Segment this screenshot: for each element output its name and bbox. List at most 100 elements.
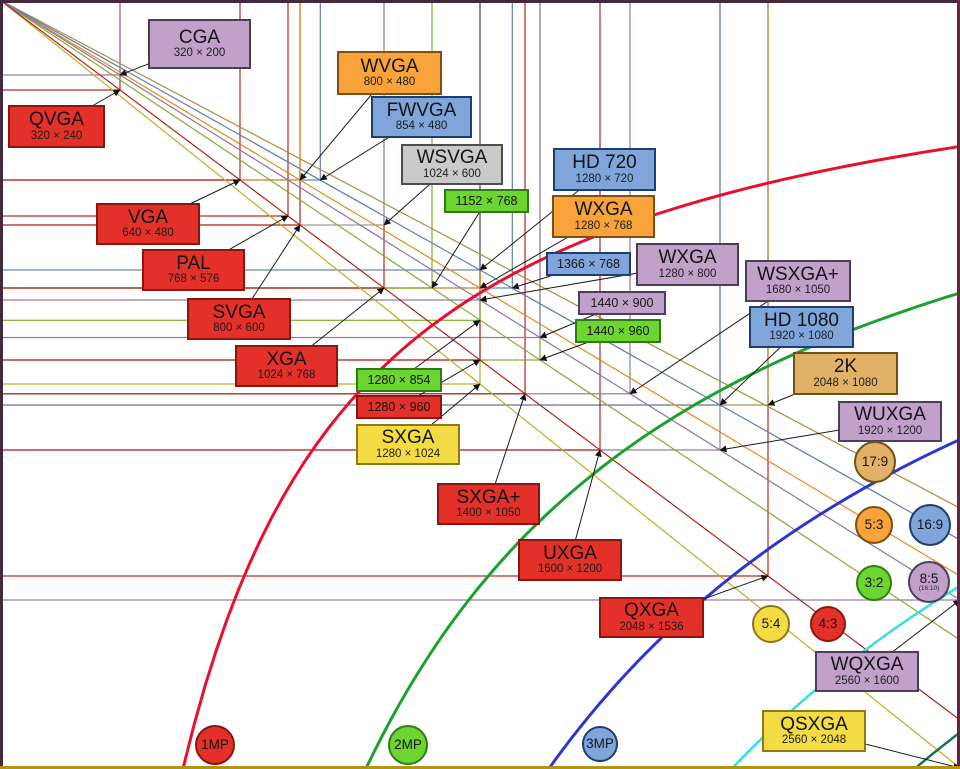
aspect-ratio-badge-8-5: 8:5 (16:10) [908, 561, 950, 603]
standard-resolution: 1280 × 800 [658, 267, 717, 280]
standard-resolution: 1920 × 1200 [857, 424, 923, 437]
aspect-ratio-badge-label: 17:9 [861, 454, 889, 470]
standard-resolution: 1024 × 768 [257, 369, 316, 382]
standard-name: UXGA [543, 542, 597, 564]
standard-label-wxga800: WXGA 1280 × 800 [636, 243, 739, 286]
standard-name: 1152 × 768 [455, 193, 518, 208]
standard-label-uxga: UXGA 1600 × 1200 [518, 539, 622, 581]
megapixel-badge-3mp: 3MP [582, 726, 618, 762]
megapixel-curves [181, 145, 960, 769]
aspect-ratio-badge-5-4: 5:4 [752, 605, 790, 643]
standard-resolution: 800 × 600 [213, 322, 265, 335]
standard-name: 1440 × 960 [586, 323, 650, 338]
standard-resolution: 320 × 240 [30, 129, 83, 142]
megapixel-badge-label: 1MP [201, 737, 229, 753]
standard-name: HD 1080 [764, 309, 839, 331]
standard-name: WUXGA [854, 404, 926, 426]
standard-label-r1280960: 1280 × 960 [356, 395, 442, 419]
mp-curve-1mp [181, 145, 960, 769]
standard-label-wvga: WVGA 800 × 480 [337, 51, 442, 95]
standard-label-r1440960: 1440 × 960 [575, 319, 661, 343]
aspect-ratio-badge-label: 5:3 [864, 517, 884, 533]
aspect-ratio-badge-label: 4:3 [818, 616, 838, 632]
aspect-ratio-badge-16-9: 16:9 [909, 504, 951, 546]
standard-name: QSXGA [780, 713, 848, 735]
aspect-ratio-badge-sublabel: (16:10) [918, 585, 940, 592]
aspect-ratio-badge-4-3: 4:3 [810, 606, 846, 642]
aspect-ratio-badge-label: 16:9 [916, 517, 944, 533]
standard-label-sxgap: SXGA+ 1400 × 1050 [437, 483, 540, 525]
rect-wqxga [0, 0, 960, 601]
standard-resolution: 1400 × 1050 [456, 507, 521, 520]
standard-resolution: 2048 × 1080 [813, 376, 878, 389]
standard-name: FWVGA [386, 99, 457, 121]
standard-label-qxga: QXGA 2048 × 1536 [599, 597, 704, 638]
standard-resolution: 854 × 480 [395, 120, 448, 133]
standard-label-qsxga: QSXGA 2560 × 2048 [762, 710, 866, 752]
standard-resolution: 1920 × 1080 [769, 330, 834, 343]
standard-resolution: 640 × 480 [122, 227, 174, 240]
megapixel-badge-label: 2MP [394, 737, 422, 753]
standard-label-r1280854: 1280 × 854 [356, 368, 442, 392]
standard-name: XGA [266, 348, 307, 370]
mp-curve-2mp [364, 291, 960, 769]
standard-label-qvga: QVGA 320 × 240 [8, 105, 105, 148]
standard-label-wxga768: WXGA 1280 × 768 [552, 195, 655, 238]
standard-label-wsxga: WSXGA+ 1680 × 1050 [745, 260, 851, 302]
standard-name: SVGA [212, 301, 266, 323]
standard-resolution: 1280 × 1024 [375, 447, 441, 460]
standard-label-pal: PAL 768 × 576 [142, 249, 245, 291]
standard-resolution: 800 × 480 [363, 76, 416, 89]
standard-label-r1152: 1152 × 768 [444, 189, 529, 213]
aspect-ratio-badge-label: 8:5 [919, 570, 939, 586]
rect-vga [0, 0, 241, 181]
standard-name: 1440 × 900 [590, 295, 654, 310]
standard-label-xga: XGA 1024 × 768 [235, 345, 338, 387]
standard-name: HD 720 [572, 152, 637, 174]
aspect-ratio-badge-5-3: 5:3 [855, 506, 893, 544]
aspect-line-17-9 [0, 0, 960, 509]
aspect-ratio-badge-label: 5:4 [761, 616, 781, 632]
standard-name: WVGA [360, 55, 419, 77]
standard-name: CGA [178, 26, 221, 48]
standard-name: WXGA [658, 247, 717, 269]
standard-name: SXGA [381, 427, 435, 449]
standard-name: WQXGA [830, 654, 904, 676]
aspect-line-3-2 [0, 0, 960, 641]
aspect-ratio-badge-label: 3:2 [864, 575, 884, 591]
standard-label-sxga: SXGA 1280 × 1024 [356, 424, 460, 465]
megapixel-badge-1mp: 1MP [195, 725, 235, 765]
standard-label-r1366: 1366 × 768 [546, 252, 631, 276]
standard-label-2k: 2K 2048 × 1080 [793, 352, 898, 395]
standard-resolution: 2560 × 2048 [781, 734, 847, 747]
standard-resolution: 2560 × 1600 [834, 674, 900, 687]
standard-name: SXGA+ [456, 486, 521, 508]
standard-name: QXGA [624, 600, 679, 622]
standard-resolution: 1280 × 720 [575, 172, 634, 185]
standard-resolution: 1600 × 1200 [537, 563, 603, 576]
standard-resolution: 2048 × 1536 [619, 620, 684, 633]
mp-curve-5mp [913, 731, 960, 769]
rect-cga [0, 0, 121, 76]
standard-name: 2K [833, 356, 858, 378]
standard-label-svga: SVGA 800 × 600 [187, 298, 291, 340]
aspect-ratio-badge-17-9: 17:9 [854, 441, 896, 483]
aspect-ratio-badge-3-2: 3:2 [856, 565, 892, 601]
standard-resolution: 768 × 576 [167, 273, 220, 286]
connector-r1152 [431, 200, 487, 289]
standard-label-cga: CGA 320 × 200 [148, 19, 251, 69]
megapixel-badge-label: 3MP [586, 736, 614, 752]
standard-label-hd720: HD 720 1280 × 720 [553, 148, 656, 191]
standard-name: 1280 × 960 [367, 399, 431, 414]
standard-label-vga: VGA 640 × 480 [96, 203, 200, 245]
standard-name: VGA [127, 206, 169, 228]
standard-name: PAL [176, 252, 211, 274]
standard-resolution: 320 × 200 [173, 47, 226, 60]
standard-label-wqxga: WQXGA 2560 × 1600 [815, 651, 919, 692]
standard-resolution: 1280 × 768 [574, 219, 633, 232]
standard-label-wuxga: WUXGA 1920 × 1200 [838, 401, 942, 442]
megapixel-badge-2mp: 2MP [388, 725, 428, 765]
standard-label-wsvga: WSVGA 1024 × 600 [401, 144, 503, 185]
standard-name: 1366 × 768 [557, 256, 620, 271]
